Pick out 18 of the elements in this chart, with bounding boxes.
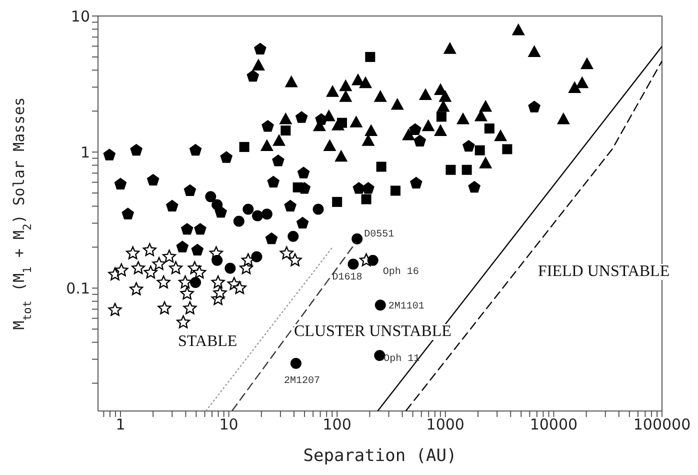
- annotation: CLUSTER UNSTABLE: [294, 323, 452, 340]
- annotation: Oph 16: [382, 266, 419, 278]
- annotation: FIELD UNSTABLE: [538, 263, 670, 280]
- x-axis-title: Separation (AU): [303, 446, 457, 466]
- x-tick-label: 10000: [530, 416, 578, 434]
- y-tick-label: 0.1: [66, 279, 90, 298]
- x-tick-label: 10: [219, 416, 238, 434]
- x-tick-label: 1000: [426, 416, 464, 434]
- annotation: 2M1207: [284, 376, 320, 387]
- annotation: D1618: [332, 272, 362, 284]
- x-tick-label: 1: [116, 416, 126, 434]
- annotation: STABLE: [178, 333, 238, 350]
- annotation: 2M1101: [388, 302, 424, 313]
- x-tick-label: 100000: [633, 416, 691, 434]
- y-tick-label: 10: [70, 7, 90, 26]
- annotation: D0551: [364, 229, 394, 240]
- x-tick-label: 100: [322, 416, 352, 434]
- y-tick-label: 1: [80, 143, 90, 162]
